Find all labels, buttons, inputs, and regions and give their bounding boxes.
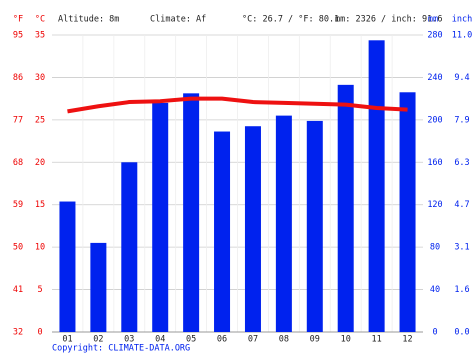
bar	[399, 92, 416, 333]
y-tick-label: 10	[35, 243, 45, 253]
c-unit: °C	[35, 15, 45, 25]
temperature-summary: °C: 26.7 / °F: 80.1	[242, 15, 339, 25]
x-tick-label: 09	[310, 335, 320, 345]
x-tick-label: 11	[372, 335, 382, 345]
precipitation-summary: mm: 2326 / inch: 91.6	[335, 15, 442, 25]
bar	[337, 84, 354, 332]
altitude: Altitude: 8m	[58, 15, 119, 25]
y2-tick-label: 0	[432, 328, 437, 338]
y2-tick-label: 160	[427, 158, 442, 168]
temperature-line	[67, 96, 408, 114]
f-tick-label: 50	[13, 243, 23, 253]
inch-tick-label: 6.3	[454, 158, 469, 168]
y2-tick-label: 200	[427, 115, 442, 125]
x-tick-label: 02	[93, 335, 103, 345]
f-tick-label: 68	[13, 158, 23, 168]
x-tick-label: 08	[279, 335, 289, 345]
inch-tick-label: 3.1	[454, 243, 469, 253]
x-tick-label: 05	[186, 335, 196, 345]
inch-tick-label: 4.7	[454, 200, 469, 210]
x-tick-label: 04	[155, 335, 165, 345]
inch-tick-label: 0.0	[454, 328, 469, 338]
y2-tick-label: 40	[430, 285, 440, 295]
f-tick-label: 77	[13, 115, 23, 125]
y-tick-label: 30	[35, 73, 45, 83]
x-tick-label: 06	[217, 335, 227, 345]
y2-tick-label: 240	[427, 73, 442, 83]
f-tick-label: 32	[13, 328, 23, 338]
inch-unit: inch	[452, 15, 472, 25]
y-tick-label: 35	[35, 31, 45, 41]
inch-tick-label: 1.6	[454, 285, 469, 295]
inch-tick-label: 9.4	[454, 73, 469, 83]
f-tick-label: 59	[13, 200, 23, 210]
y2-tick-label: 280	[427, 31, 442, 41]
bar	[214, 131, 231, 332]
x-tick-label: 07	[248, 335, 258, 345]
x-tick-label: 03	[124, 335, 134, 345]
f-tick-label: 95	[13, 31, 23, 41]
bar	[368, 40, 385, 333]
inch-tick-label: 11.0	[452, 31, 472, 41]
f-tick-label: 41	[13, 285, 23, 295]
y-tick-label: 25	[35, 115, 45, 125]
y-tick-label: 0	[37, 328, 42, 338]
copyright: Copyright: CLIMATE-DATA.ORG	[52, 344, 190, 354]
x-tick-label: 12	[402, 335, 412, 345]
bar	[183, 93, 200, 332]
x-tick-label: 01	[62, 335, 72, 345]
y2-tick-label: 120	[427, 200, 442, 210]
climate: Climate: Af	[150, 15, 206, 25]
x-tick-label: 10	[341, 335, 351, 345]
y-tick-label: 5	[37, 285, 42, 295]
bar	[59, 201, 76, 332]
bar	[152, 102, 169, 332]
f-tick-label: 86	[13, 73, 23, 83]
y2-tick-label: 80	[430, 243, 440, 253]
bar	[306, 120, 323, 333]
bar	[121, 162, 138, 332]
bar	[244, 126, 261, 332]
bar	[90, 242, 107, 332]
inch-tick-label: 7.9	[454, 115, 469, 125]
y-tick-label: 15	[35, 200, 45, 210]
bar	[275, 115, 292, 332]
mm-unit: mm	[428, 15, 438, 25]
f-unit: °F	[13, 15, 23, 25]
y-tick-label: 20	[35, 158, 45, 168]
